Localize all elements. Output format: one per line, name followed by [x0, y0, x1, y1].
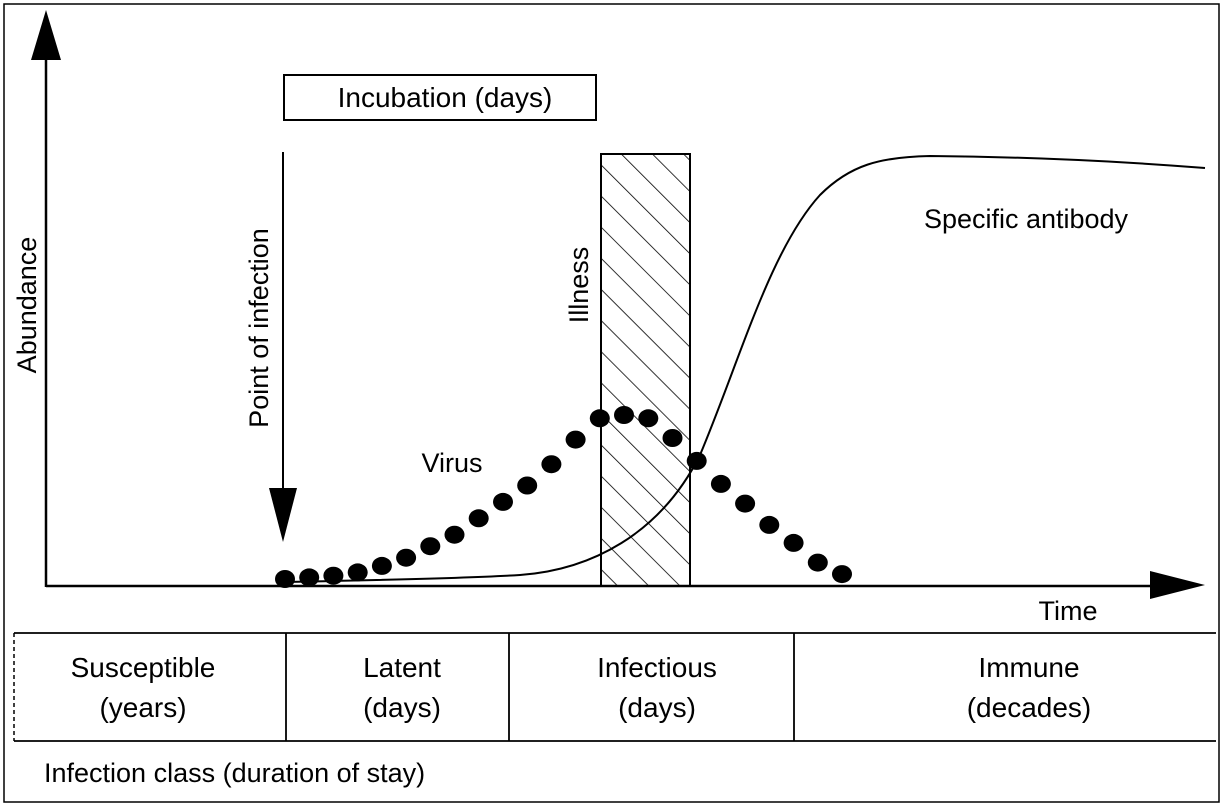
- incubation-box: [283, 74, 597, 121]
- virus-dot: [759, 515, 780, 534]
- stage-immune-duration: (decades): [967, 692, 1092, 723]
- virus-dot: [662, 429, 683, 447]
- y-axis-label: Abundance: [12, 237, 42, 374]
- stage-latent-name: Latent: [363, 652, 441, 683]
- illness-label: Illness: [564, 247, 594, 324]
- virus-dot: [783, 533, 804, 552]
- virus-dot: [420, 537, 441, 556]
- stage-latent-duration: (days): [363, 692, 441, 723]
- stage-susceptible-duration: (years): [99, 692, 186, 723]
- virus-dot: [275, 570, 295, 588]
- virus-dot: [710, 474, 731, 493]
- virus-dot: [371, 556, 392, 575]
- virus-dot: [541, 455, 562, 474]
- virus-dot: [807, 553, 828, 572]
- virus-curve: [275, 406, 852, 588]
- virus-dot: [517, 476, 538, 495]
- illness-bar: [600, 153, 691, 587]
- point-of-infection-label: Point of infection: [244, 228, 274, 428]
- virus-dot: [565, 430, 586, 449]
- virus-dot: [638, 409, 659, 428]
- stage-infectious-duration: (days): [618, 692, 696, 723]
- virus-dot: [493, 492, 513, 511]
- virus-dot: [323, 566, 344, 585]
- virus-dot: [444, 525, 465, 544]
- stage-susceptible-name: Susceptible: [71, 652, 216, 683]
- antibody-curve: [284, 154, 1206, 583]
- virus-dot: [686, 451, 707, 470]
- antibody-label: Specific antibody: [924, 204, 1129, 234]
- incubation-label: Incubation (days): [338, 82, 553, 113]
- virus-dot: [347, 563, 368, 582]
- virus-dot: [396, 548, 417, 567]
- virus-label: Virus: [421, 448, 482, 478]
- virus-dot: [299, 568, 320, 587]
- stage-immune-name: Immune: [978, 652, 1079, 683]
- figure-border: [3, 3, 1220, 803]
- virus-dot: [589, 409, 610, 428]
- stage-infectious-name: Infectious: [597, 652, 717, 683]
- virus-dot: [832, 565, 852, 584]
- virus-dot: [735, 494, 756, 513]
- footer-label: Infection class (duration of stay): [44, 758, 425, 788]
- infection-arrowhead: [269, 488, 297, 542]
- y-axis-arrowhead: [31, 10, 61, 60]
- x-axis-arrowhead: [1150, 571, 1205, 599]
- virus-dot: [614, 406, 634, 424]
- virus-dot: [468, 509, 489, 528]
- x-axis-label: Time: [1039, 596, 1098, 626]
